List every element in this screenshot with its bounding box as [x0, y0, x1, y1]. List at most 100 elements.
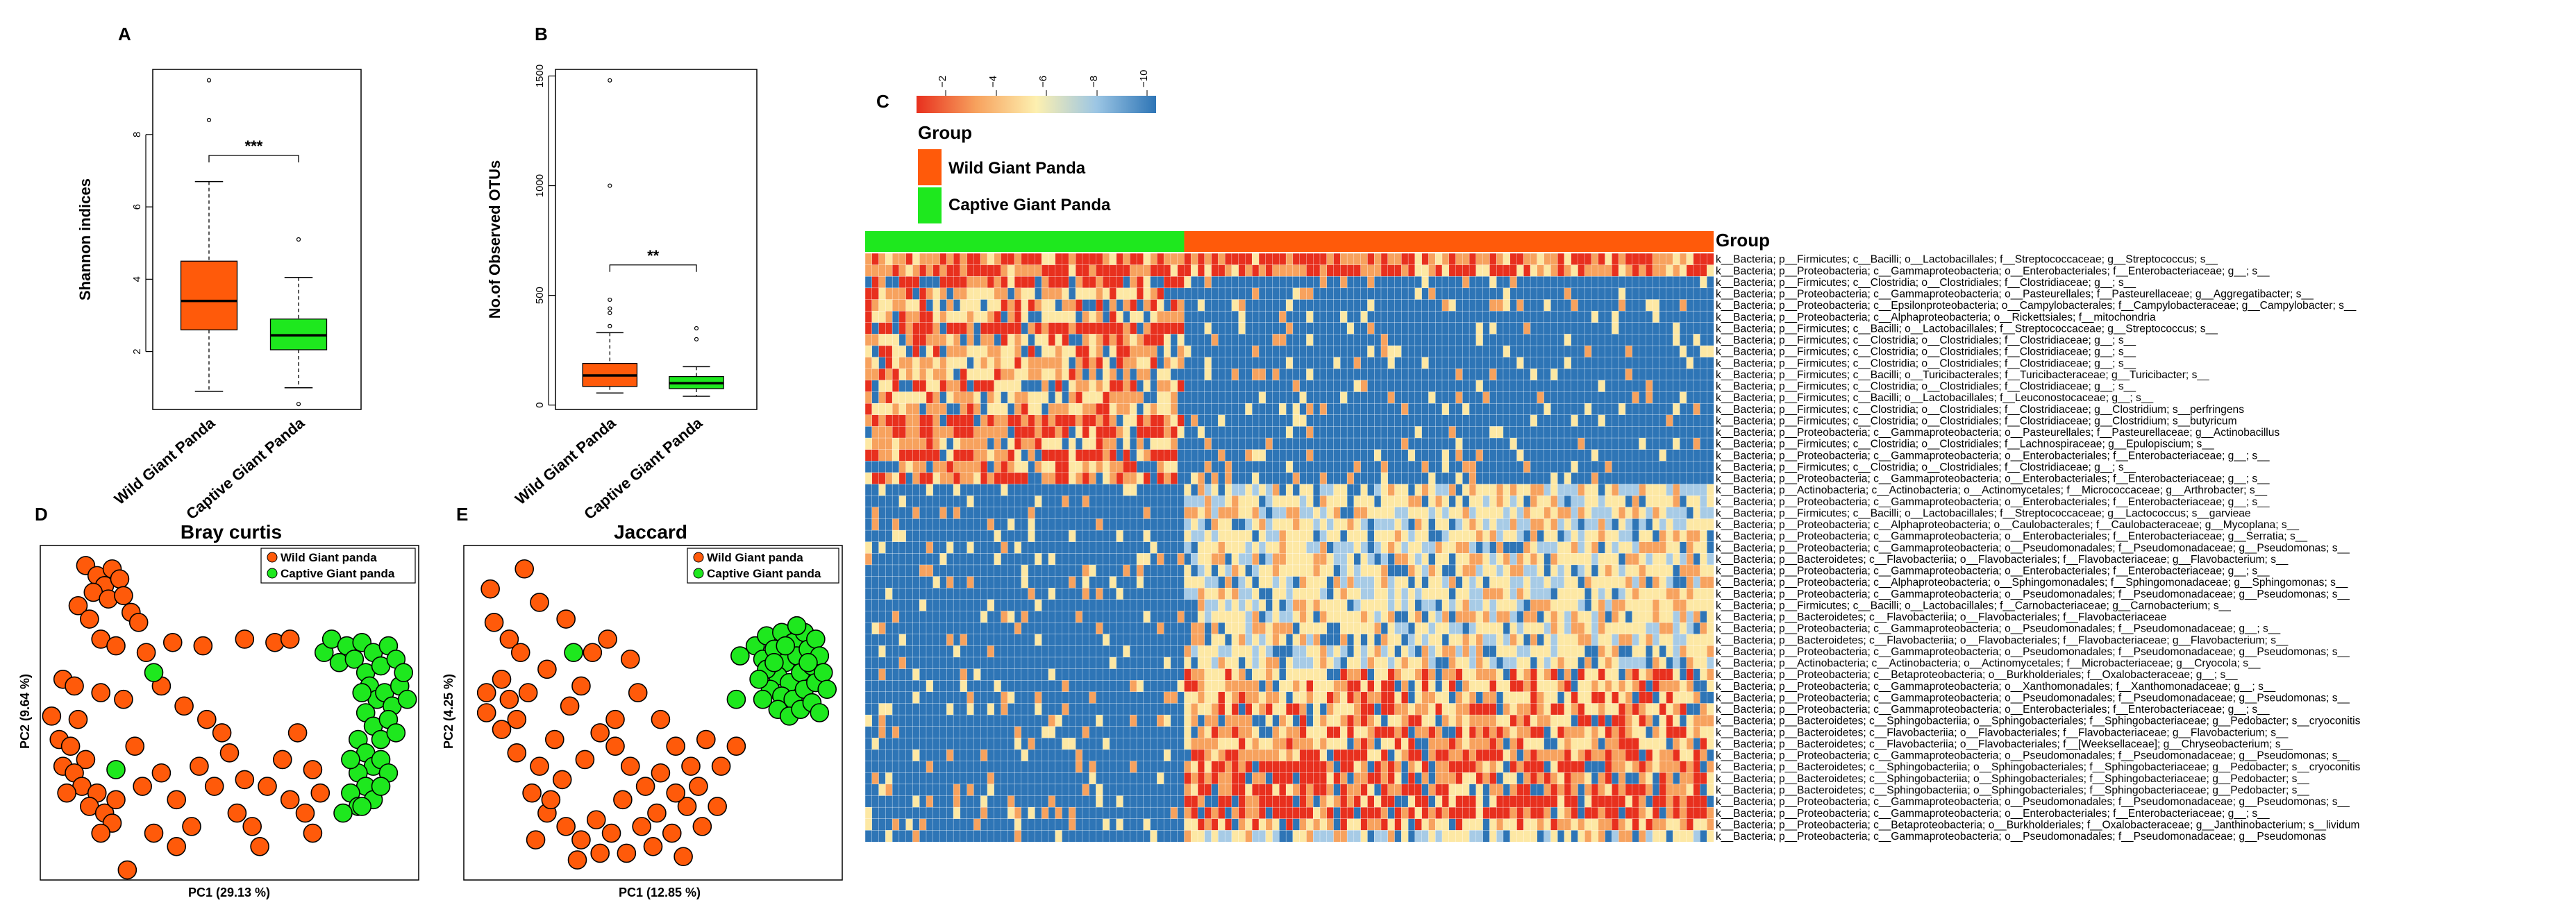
- heatmap-cell: [1048, 357, 1056, 369]
- heatmap-cell: [871, 310, 879, 323]
- heatmap-cell: [1618, 634, 1626, 646]
- heatmap-cell: [1055, 287, 1062, 300]
- heatmap-cell: [1591, 369, 1599, 381]
- heatmap-cell: [1625, 276, 1633, 289]
- heatmap-cell: [1285, 553, 1294, 566]
- heatmap-cell: [1028, 322, 1035, 335]
- heatmap-cell: [1530, 576, 1538, 589]
- heatmap-cell: [1231, 369, 1239, 381]
- heatmap-cell: [1245, 691, 1253, 704]
- heatmap-cell: [1632, 426, 1639, 439]
- heatmap-cell: [1191, 322, 1198, 335]
- heatmap-cell: [1150, 391, 1157, 404]
- heatmap-cell: [1544, 369, 1551, 381]
- heatmap-cell: [1231, 564, 1239, 577]
- heatmap-cell: [1313, 622, 1321, 635]
- heatmap-cell: [1380, 253, 1389, 266]
- heatmap-cell: [1469, 310, 1477, 323]
- heatmap-cell: [1448, 496, 1456, 508]
- heatmap-cell: [1374, 310, 1382, 323]
- heatmap-cell: [1612, 357, 1619, 369]
- heatmap-cell: [980, 507, 988, 519]
- heatmap-cell: [864, 496, 873, 508]
- heatmap-cell: [1414, 426, 1423, 439]
- heatmap-cell: [987, 426, 995, 439]
- heatmap-cell: [1265, 657, 1273, 669]
- heatmap-cell: [1075, 496, 1083, 508]
- heatmap-cell: [1204, 484, 1212, 496]
- heatmap-cell: [1652, 622, 1660, 635]
- heatmap-cell: [1218, 645, 1226, 658]
- heatmap-cell: [1469, 611, 1477, 623]
- heatmap-cell: [1102, 414, 1110, 427]
- heatmap-cell: [1014, 472, 1022, 484]
- heatmap-cell: [1279, 357, 1287, 369]
- heatmap-cell: [1035, 380, 1042, 392]
- heatmap-cell: [1673, 507, 1680, 519]
- heatmap-cell: [1414, 668, 1423, 681]
- heatmap-cell: [1184, 634, 1191, 646]
- heatmap-cell: [1042, 599, 1049, 611]
- heatmap-cell: [1170, 369, 1178, 381]
- heatmap-cell: [1048, 518, 1056, 531]
- heatmap-cell: [1075, 657, 1083, 669]
- heatmap-cell: [1333, 345, 1341, 358]
- heatmap-cell: [1191, 334, 1198, 346]
- heatmap-cell: [1401, 322, 1409, 335]
- heatmap-cell: [1489, 414, 1497, 427]
- heatmap-cell: [1170, 403, 1178, 416]
- heatmap-cell: [1374, 691, 1382, 704]
- heatmap-cell: [1001, 576, 1008, 589]
- heatmap-cell: [987, 391, 995, 404]
- heatmap-cell: [878, 357, 886, 369]
- heatmap-cell: [1360, 264, 1368, 277]
- heatmap-cell: [1170, 507, 1178, 519]
- heatmap-cell: [1564, 496, 1572, 508]
- heatmap-cell: [1693, 472, 1700, 484]
- significance-label: ***: [245, 137, 263, 155]
- heatmap-cell: [1069, 264, 1076, 277]
- heatmap-cell: [1333, 507, 1341, 519]
- heatmap-cell: [1544, 253, 1551, 266]
- heatmap-cell: [885, 541, 893, 554]
- heatmap-cell: [1048, 668, 1056, 681]
- heatmap-cell: [1082, 496, 1089, 508]
- heatmap-cell: [1191, 518, 1198, 531]
- heatmap-cell: [1299, 253, 1307, 266]
- heatmap-cell: [1014, 310, 1022, 323]
- heatmap-cell: [905, 334, 913, 346]
- heatmap-cell: [1062, 461, 1069, 473]
- heatmap-cell: [1544, 691, 1551, 704]
- heatmap-cell: [1673, 322, 1680, 335]
- heatmap-cell: [1252, 426, 1260, 439]
- heatmap-cell: [1489, 622, 1497, 635]
- heatmap-cell: [1652, 322, 1660, 335]
- heatmap-cell: [1666, 634, 1673, 646]
- heatmap-cell: [1082, 449, 1089, 462]
- heatmap-cell: [1258, 380, 1266, 392]
- heatmap-cell: [1035, 564, 1042, 577]
- heatmap-cell: [1591, 264, 1599, 277]
- heatmap-cell: [1523, 541, 1531, 554]
- heatmap-cell: [1014, 634, 1022, 646]
- heatmap-cell: [1184, 414, 1191, 427]
- heatmap-cell: [1394, 276, 1402, 289]
- heatmap-cell: [1258, 484, 1266, 496]
- heatmap-cell: [1069, 576, 1076, 589]
- heatmap-cell: [980, 553, 988, 566]
- heatmap-cell: [1069, 588, 1076, 600]
- heatmap-cell: [1245, 541, 1253, 554]
- heatmap-cell: [1346, 507, 1355, 519]
- heatmap-cell: [1096, 449, 1103, 462]
- heatmap-cell: [1353, 322, 1362, 335]
- heatmap-cell: [1143, 496, 1151, 508]
- heatmap-cell: [1102, 426, 1110, 439]
- heatmap-cell: [864, 414, 873, 427]
- heatmap-cell: [973, 496, 981, 508]
- heatmap-cell: [1550, 357, 1558, 369]
- heatmap-cell: [1455, 357, 1463, 369]
- heatmap-cell: [1374, 437, 1382, 450]
- heatmap-cell: [953, 437, 961, 450]
- heatmap-cell: [1082, 403, 1089, 416]
